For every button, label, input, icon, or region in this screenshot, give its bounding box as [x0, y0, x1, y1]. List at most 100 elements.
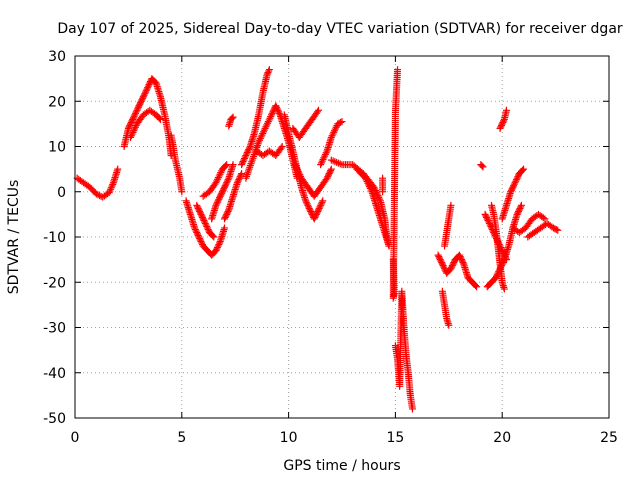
data-point	[128, 130, 136, 138]
data-point	[213, 200, 221, 208]
data-point	[264, 119, 272, 127]
data-point	[485, 218, 493, 226]
data-point	[107, 185, 115, 193]
data-point	[520, 165, 528, 173]
data-point	[260, 126, 268, 134]
data-point	[242, 152, 250, 160]
data-point	[143, 85, 151, 93]
data-point	[438, 259, 446, 267]
series-arc-10	[225, 113, 237, 130]
data-point	[131, 123, 139, 131]
data-point	[196, 207, 204, 215]
data-point	[215, 241, 223, 249]
data-point	[131, 111, 139, 119]
x-tick-label: 20	[493, 430, 511, 446]
data-point	[124, 124, 132, 132]
data-point	[255, 136, 263, 144]
data-point	[483, 213, 491, 221]
data-point	[326, 168, 334, 176]
data-point	[228, 114, 236, 122]
data-point	[221, 182, 229, 190]
data-point	[332, 123, 340, 131]
y-tick-label: -20	[43, 275, 66, 291]
data-point	[366, 184, 374, 192]
x-tick-label: 25	[600, 430, 618, 446]
data-point	[513, 210, 521, 218]
data-point	[322, 149, 330, 157]
data-point	[367, 186, 375, 194]
data-point	[508, 185, 516, 193]
data-point	[216, 194, 224, 202]
data-point	[499, 248, 507, 256]
data-point	[498, 120, 506, 128]
series-arc-11	[238, 66, 273, 169]
data-point	[263, 121, 271, 129]
data-point	[192, 227, 200, 235]
series-arc-29	[481, 210, 510, 264]
plot-frame	[74, 55, 610, 419]
data-point	[257, 133, 265, 141]
data-point	[331, 125, 339, 133]
data-point	[156, 115, 164, 123]
data-point	[458, 256, 466, 264]
data-point	[222, 212, 230, 220]
data-point	[223, 210, 231, 218]
data-point	[198, 239, 206, 247]
series-arc-17	[317, 118, 346, 169]
data-point	[502, 254, 510, 262]
data-point	[445, 321, 453, 329]
data-point	[272, 103, 280, 111]
data-point	[438, 260, 446, 268]
data-point	[198, 213, 206, 221]
data-point	[293, 164, 301, 172]
x-axis-label: GPS time / hours	[283, 458, 400, 474]
data-point	[293, 166, 301, 174]
data-point	[482, 212, 490, 220]
data-point	[129, 115, 137, 123]
data-point	[321, 150, 329, 158]
data-point	[234, 177, 242, 185]
data-point	[212, 247, 220, 255]
data-point	[178, 188, 186, 196]
data-point	[214, 197, 222, 205]
data-point	[499, 118, 507, 126]
data-point	[236, 173, 244, 181]
data-point	[323, 174, 331, 182]
data-point	[366, 183, 374, 191]
y-tick-label: 10	[48, 140, 66, 156]
data-point	[140, 91, 148, 99]
data-point	[272, 102, 280, 110]
data-point	[268, 109, 276, 117]
data-point	[129, 114, 137, 122]
data-point	[144, 84, 152, 92]
data-point	[502, 256, 510, 264]
data-point	[509, 183, 517, 191]
data-point	[262, 123, 270, 131]
data-point	[127, 118, 135, 126]
y-tick-label: -40	[43, 366, 66, 382]
data-point	[219, 186, 227, 194]
data-point	[500, 117, 508, 125]
data-point	[275, 109, 283, 117]
data-point	[489, 227, 497, 235]
data-point	[315, 206, 323, 214]
data-point	[216, 170, 224, 178]
data-point	[313, 209, 321, 217]
y-axis: -50 -40 -30 -20 -10 0 10 20 30	[43, 49, 609, 427]
data-point	[331, 127, 339, 135]
data-point	[507, 188, 515, 196]
data-point	[127, 132, 135, 140]
data-point	[210, 233, 218, 241]
data-point	[459, 259, 467, 267]
data-point	[277, 144, 285, 152]
data-point	[137, 97, 145, 105]
data-point	[310, 215, 318, 223]
x-axis: 0 5 10 15 20 25	[71, 56, 618, 446]
data-point	[448, 262, 456, 270]
data-point	[196, 235, 204, 243]
data-point	[379, 188, 387, 196]
data-point	[209, 232, 217, 240]
data-point	[307, 207, 315, 215]
data-point	[200, 216, 208, 224]
data-point	[139, 94, 147, 102]
